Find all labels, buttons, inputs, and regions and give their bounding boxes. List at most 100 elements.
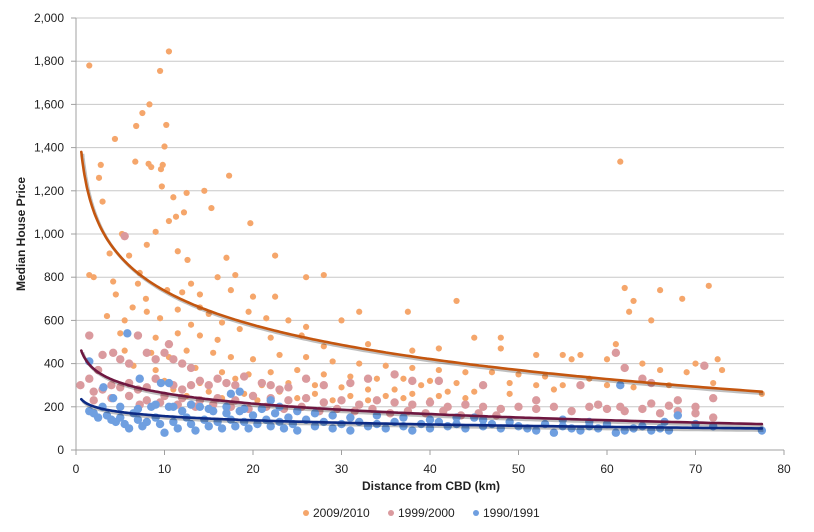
data-point — [576, 426, 585, 435]
data-point — [679, 295, 686, 302]
data-point — [116, 383, 125, 392]
data-point — [142, 348, 151, 357]
data-point — [329, 397, 336, 404]
data-point — [133, 122, 140, 130]
data-point — [179, 289, 186, 296]
data-point — [718, 366, 726, 374]
data-point — [244, 424, 253, 433]
data-point — [404, 308, 411, 315]
data-point — [639, 360, 646, 367]
data-point — [178, 406, 187, 416]
data-point — [425, 415, 435, 424]
data-point — [328, 411, 337, 420]
data-point — [471, 388, 478, 395]
data-point — [231, 422, 240, 431]
data-point — [532, 396, 541, 405]
legend-marker — [303, 510, 309, 516]
data-point — [381, 424, 390, 433]
data-point — [112, 291, 119, 298]
data-point — [89, 396, 98, 405]
data-point — [276, 351, 283, 359]
data-point — [227, 354, 234, 361]
data-point — [195, 376, 205, 386]
data-point — [133, 331, 143, 340]
x-tick-label: 50 — [512, 462, 526, 476]
data-point — [263, 315, 270, 322]
data-point — [303, 274, 310, 281]
data-point — [85, 331, 94, 340]
data-point — [453, 297, 460, 305]
data-point — [249, 356, 257, 363]
data-point — [164, 339, 174, 349]
data-point — [85, 374, 94, 383]
data-point — [435, 392, 442, 400]
y-tick-label: 400 — [44, 357, 64, 371]
data-point — [196, 291, 203, 298]
data-point — [577, 351, 584, 359]
data-point — [533, 382, 540, 389]
data-point — [121, 347, 128, 354]
data-point — [142, 295, 150, 302]
data-point — [434, 376, 444, 386]
data-point — [107, 381, 116, 390]
data-point — [620, 426, 629, 435]
y-tick-label: 2,000 — [34, 11, 64, 25]
data-point — [231, 381, 240, 390]
data-point — [691, 409, 700, 418]
data-point — [108, 348, 118, 357]
data-point — [183, 347, 190, 354]
y-tick-label: 1,400 — [34, 141, 64, 155]
legend-label: 2009/2010 — [313, 506, 370, 520]
data-point — [303, 354, 310, 361]
data-point — [630, 297, 637, 305]
data-point — [372, 396, 382, 405]
data-point — [356, 360, 363, 367]
x-tick-label: 70 — [689, 462, 703, 476]
data-point — [439, 406, 448, 416]
data-point — [319, 381, 328, 390]
legend-item: 1999/2000 — [388, 506, 455, 520]
data-point — [249, 293, 257, 300]
data-point — [226, 389, 236, 399]
data-point — [462, 395, 469, 402]
data-point — [236, 325, 243, 333]
data-point — [248, 391, 258, 401]
data-point — [169, 355, 178, 364]
data-point — [602, 404, 612, 414]
data-point — [222, 409, 231, 418]
data-point — [142, 417, 151, 427]
legend-item: 1990/1991 — [473, 506, 540, 520]
x-tick-label: 20 — [246, 462, 260, 476]
data-point — [174, 306, 181, 313]
data-point — [133, 415, 143, 424]
data-point — [151, 400, 160, 409]
data-point — [163, 121, 170, 129]
data-point — [235, 387, 244, 396]
data-point — [550, 386, 558, 393]
legend: 2009/2010 1999/2000 1990/1991 — [303, 506, 540, 520]
data-point — [364, 341, 372, 348]
data-point — [363, 374, 373, 383]
data-point — [208, 204, 215, 212]
data-point — [248, 411, 258, 420]
data-point — [165, 217, 173, 225]
legend-marker — [388, 510, 394, 516]
data-point — [576, 381, 585, 390]
data-point — [347, 373, 354, 380]
data-point — [626, 308, 633, 315]
data-point — [142, 396, 151, 405]
data-point — [692, 360, 699, 367]
data-point — [108, 393, 118, 403]
data-point — [157, 166, 165, 173]
data-point — [213, 374, 222, 383]
data-point — [541, 373, 549, 380]
data-point — [471, 334, 478, 341]
data-point — [346, 378, 355, 388]
data-point — [226, 172, 233, 179]
data-point — [620, 363, 629, 373]
data-point — [103, 312, 111, 320]
data-point — [709, 393, 718, 403]
data-point — [76, 381, 85, 390]
data-point — [123, 329, 132, 338]
data-point — [585, 402, 594, 411]
